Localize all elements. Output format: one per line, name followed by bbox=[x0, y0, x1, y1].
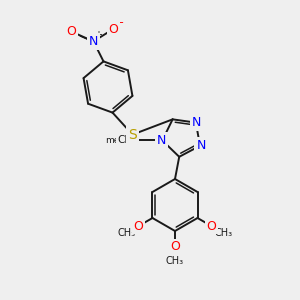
Text: O: O bbox=[67, 25, 76, 38]
Text: N: N bbox=[192, 116, 202, 129]
Text: N: N bbox=[196, 139, 206, 152]
Text: CH₃: CH₃ bbox=[117, 136, 136, 146]
Text: N: N bbox=[89, 35, 98, 48]
Text: CH₃: CH₃ bbox=[117, 228, 136, 238]
Text: O: O bbox=[109, 23, 118, 36]
Text: methyl: methyl bbox=[106, 136, 137, 145]
Text: methyl: methyl bbox=[131, 140, 136, 141]
Text: CH₃: CH₃ bbox=[214, 228, 232, 238]
Text: −: − bbox=[115, 18, 124, 28]
Text: N: N bbox=[157, 134, 166, 147]
Text: +: + bbox=[94, 30, 103, 40]
Text: O: O bbox=[206, 220, 216, 232]
Text: O: O bbox=[134, 220, 144, 232]
Text: O: O bbox=[170, 241, 180, 254]
Text: CH₃: CH₃ bbox=[166, 256, 184, 266]
Text: S: S bbox=[128, 128, 137, 142]
